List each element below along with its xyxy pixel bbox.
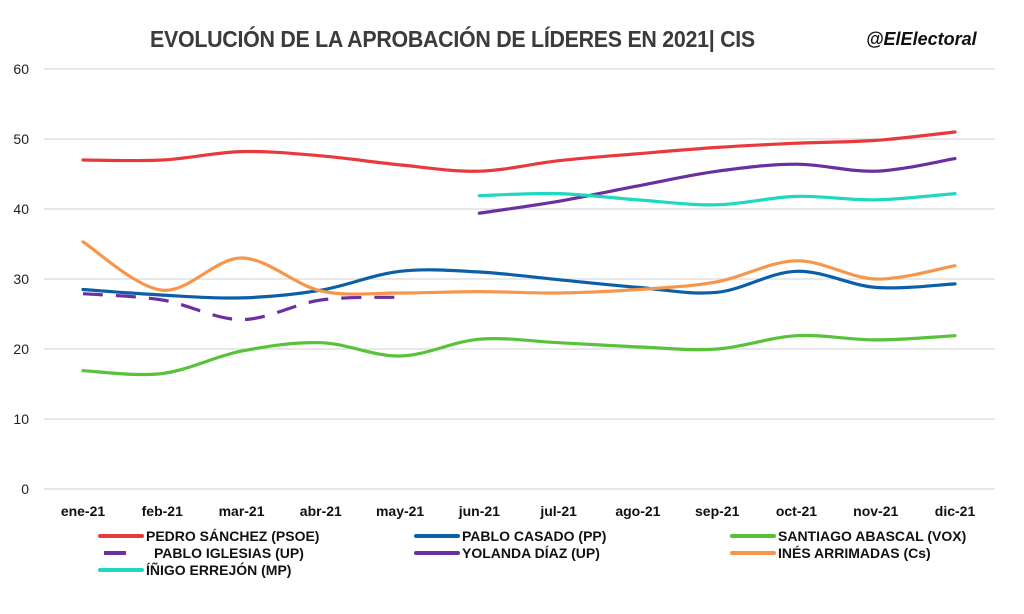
x-tick-label: jun-21 (458, 503, 500, 519)
y-tick-label: 60 (13, 61, 29, 77)
series-line-2 (81, 333, 957, 377)
series-line-1 (81, 268, 957, 300)
legend-label: YOLANDA DÍAZ (UP) (462, 545, 600, 561)
y-tick-label: 50 (13, 131, 29, 147)
y-axis-ticks: 0 10 20 30 40 50 60 (13, 61, 29, 497)
legend-label: ÍÑIGO ERREJÓN (MP) (146, 562, 292, 578)
legend-item: ÍÑIGO ERREJÓN (MP) (96, 562, 291, 578)
series-line-6 (477, 191, 957, 207)
chart-title: EVOLUCIÓN DE LA APROBACIÓN DE LÍDERES EN… (150, 26, 755, 52)
legend-label: PABLO IGLESIAS (UP) (154, 545, 304, 561)
y-tick-label: 10 (13, 411, 29, 427)
legend-line-icon (96, 545, 144, 561)
legend-item: PABLO IGLESIAS (UP) (96, 545, 304, 561)
y-tick-label: 20 (13, 341, 29, 357)
gridlines (44, 68, 995, 490)
legend-line-icon (412, 545, 460, 561)
series-line-5 (81, 240, 957, 296)
y-tick-label: 40 (13, 201, 29, 217)
x-tick-label: ago-21 (615, 503, 660, 519)
author-handle: @ElElectoral (866, 29, 977, 49)
x-axis-ticks: ene-21 feb-21 mar-21 abr-21 may-21 jun-21 jul-… (61, 503, 976, 519)
series-line-4 (477, 157, 957, 215)
series-lines (81, 130, 957, 377)
legend-label: SANTIAGO ABASCAL (VOX) (778, 528, 967, 544)
legend-item: PABLO CASADO (PP) (412, 528, 606, 544)
x-tick-label: mar-21 (219, 503, 265, 519)
legend-line-icon (728, 545, 776, 561)
series-line-3 (82, 292, 401, 322)
legend-label: PEDRO SÁNCHEZ (PSOE) (146, 528, 320, 544)
legend-line-icon (728, 528, 776, 544)
series-line-0 (81, 130, 957, 173)
legend-item: YOLANDA DÍAZ (UP) (412, 545, 600, 561)
legend-item: PEDRO SÁNCHEZ (PSOE) (96, 528, 319, 544)
legend-item: SANTIAGO ABASCAL (VOX) (728, 528, 966, 544)
legend-line-icon (96, 562, 144, 578)
y-tick-label: 30 (13, 271, 29, 287)
x-tick-label: jul-21 (539, 503, 577, 519)
x-tick-label: ene-21 (61, 503, 106, 519)
legend-line-icon (96, 528, 144, 544)
legend-line-icon (412, 528, 460, 544)
x-tick-label: oct-21 (776, 503, 817, 519)
x-tick-label: dic-21 (935, 503, 976, 519)
y-tick-label: 0 (21, 481, 29, 497)
x-tick-label: feb-21 (142, 503, 183, 519)
legend-label: INÉS ARRIMADAS (Cs) (778, 545, 931, 561)
x-tick-label: may-21 (376, 503, 424, 519)
x-tick-label: nov-21 (853, 503, 898, 519)
x-tick-label: abr-21 (300, 503, 342, 519)
x-tick-label: sep-21 (695, 503, 740, 519)
legend-item: INÉS ARRIMADAS (Cs) (728, 545, 931, 561)
legend-label: PABLO CASADO (PP) (462, 528, 607, 544)
line-chart: 0 10 20 30 40 50 60 ene-21 feb-21 mar-21 abr-21 ma… (13, 61, 995, 519)
